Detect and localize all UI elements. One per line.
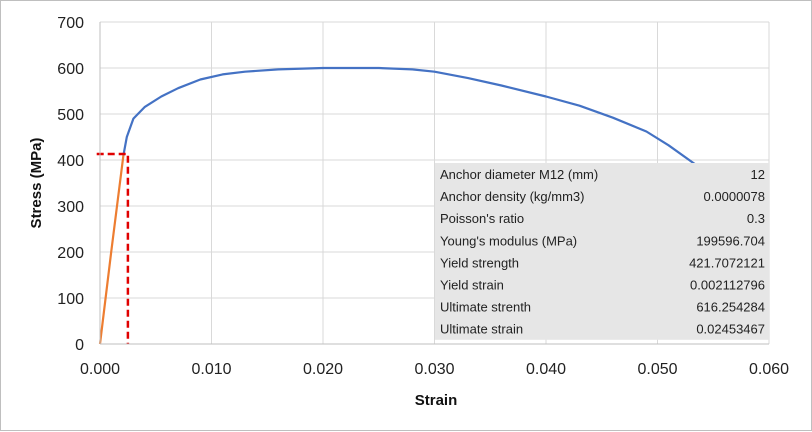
property-table: Anchor diameter M12 (mm) 12 Anchor density… (435, 163, 769, 340)
table-row-value: 616.254284 (696, 300, 765, 315)
series-layer (96, 66, 700, 345)
table-row-value: 0.002112796 (690, 278, 765, 293)
axis-layer: 0 100 200 300 400 500 600 700 0.000 0.010 0.020 0.0… (57, 15, 789, 378)
y-tick-label: 600 (57, 61, 84, 78)
x-tick-label: 0.060 (749, 361, 789, 378)
table-row-value: 199596.704 (696, 233, 765, 248)
y-tick-label: 400 (57, 153, 84, 170)
table-row-value: 0.02453467 (696, 322, 765, 337)
table-row-label: Anchor density (kg/mm3) (440, 189, 585, 204)
table-row-label: Yield strength (440, 255, 519, 270)
series-line-3 (96, 152, 130, 344)
table-background (435, 163, 769, 340)
series-line-2 (98, 155, 125, 345)
y-tick-label: 100 (57, 291, 84, 308)
table-row-label: Anchor diameter M12 (mm) (440, 167, 598, 182)
x-axis-title: Strain (415, 392, 458, 409)
y-axis-title: Stress (MPa) (28, 138, 45, 229)
x-tick-label: 0.000 (80, 361, 120, 378)
series-line-1 (122, 66, 700, 168)
x-tick-label: 0.010 (191, 361, 231, 378)
table-row-value: 0.0000078 (704, 189, 765, 204)
x-tick-label: 0.050 (637, 361, 677, 378)
table-row-value: 12 (751, 167, 765, 182)
y-tick-label: 200 (57, 245, 84, 262)
x-tick-label: 0.040 (526, 361, 566, 378)
y-tick-label: 0 (75, 337, 84, 354)
table-row-value: 0.3 (747, 211, 765, 226)
table-row-label: Ultimate strain (440, 322, 523, 337)
table-row-value: 421.7072121 (689, 255, 765, 270)
x-tick-label: 0.020 (303, 361, 343, 378)
table-row-label: Young's modulus (MPa) (440, 233, 577, 248)
y-tick-label: 300 (57, 199, 84, 216)
table-row-label: Poisson's ratio (440, 211, 524, 226)
x-tick-label: 0.030 (414, 361, 454, 378)
table-row-label: Ultimate strenth (440, 300, 531, 315)
y-tick-label: 500 (57, 107, 84, 124)
table-row-label: Yield strain (440, 278, 504, 293)
y-tick-label: 700 (57, 15, 84, 32)
